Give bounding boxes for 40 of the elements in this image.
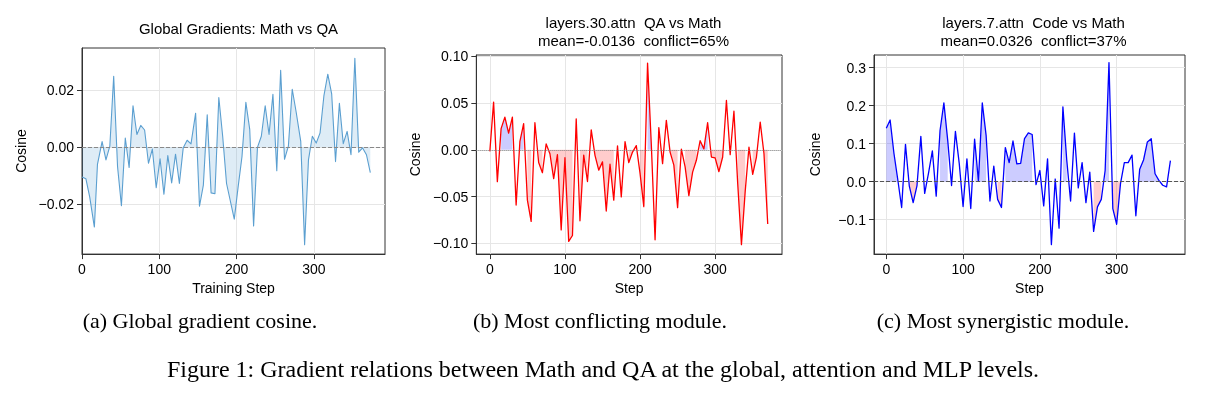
y-axis-title: Cosine [807, 132, 823, 177]
caption: Figure 1: Gradient relations between Math and QA at the global, attention and MLP levels. [165, 356, 1041, 383]
line-series [489, 62, 769, 246]
x-tick-label: 100 [951, 261, 975, 278]
y-tick-label: 0.05 [441, 95, 469, 112]
y-tick-label: 0.1 [846, 135, 867, 152]
x-axis-title: Step [1015, 280, 1045, 296]
x-tick-label: 200 [224, 261, 249, 278]
y-axis-title: Cosine [407, 132, 423, 177]
y-tick-label: −0.1 [838, 211, 867, 228]
y-tick-label: −0.02 [38, 196, 75, 213]
x-tick-label: 300 [1104, 261, 1129, 278]
x-tick-label: 200 [628, 261, 652, 278]
x-tick-label: 0 [485, 261, 494, 278]
y-tick-label: 0.2 [846, 97, 867, 114]
x-tick-label: 0 [882, 261, 891, 278]
chart-title: layers.30.attn QA vs Math mean=-0.0136 conflict=65% [538, 13, 729, 49]
x-tick-label: 0 [78, 261, 87, 278]
chart-title: layers.7.attn Code vs Math mean=0.0326 conflict=37% [940, 13, 1127, 49]
x-axis-title: Training Step [192, 280, 276, 296]
y-tick-label: 0.00 [441, 141, 469, 158]
y-tick-label: −0.05 [432, 188, 469, 205]
y-tick-label: 0.00 [46, 139, 75, 156]
text: (b) Most conflicting module. [471, 308, 729, 334]
chart-title: Global Gradients: Math vs QA [138, 19, 339, 37]
y-tick-label: 0.10 [441, 48, 469, 65]
text: (c) Most synergistic module. [875, 308, 1131, 334]
x-tick-label: 300 [302, 261, 326, 278]
y-tick-label: 0.0 [846, 173, 867, 190]
y-tick-label: 0.02 [46, 82, 75, 99]
x-tick-label: 200 [1028, 261, 1052, 278]
x-tick-label: 300 [703, 261, 728, 278]
y-tick-label: 0.3 [846, 59, 867, 76]
y-axis-title: Cosine [12, 129, 29, 173]
x-tick-label: 100 [147, 261, 172, 278]
x-axis-title: Step [614, 280, 644, 296]
y-tick-label: −0.10 [432, 235, 469, 252]
line-series [885, 61, 1172, 246]
x-tick-label: 100 [553, 261, 577, 278]
text: (a) Global gradient cosine. [81, 308, 319, 334]
